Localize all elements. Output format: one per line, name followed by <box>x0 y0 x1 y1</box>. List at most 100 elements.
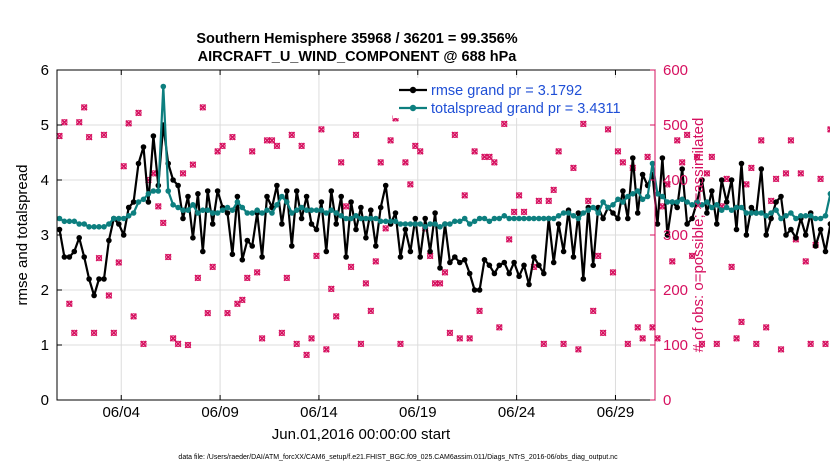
totalspread-point-94 <box>521 215 527 222</box>
obs-assimilated-marker <box>743 181 750 188</box>
obs-point-109 <box>594 252 602 260</box>
rmse-point-54 <box>323 248 330 255</box>
obs-assimilated-marker <box>441 269 449 276</box>
obs-assimilated-marker <box>377 159 385 166</box>
obs-point-140 <box>748 164 755 172</box>
obs-possible-marker <box>679 159 686 166</box>
obs-point-63 <box>367 307 375 315</box>
totalspread-point-84 <box>471 218 478 225</box>
totalspread-point-122 <box>659 193 666 200</box>
rmse-point-13 <box>120 232 127 238</box>
totalspread-point-29 <box>200 207 206 213</box>
obs-point-6 <box>85 133 93 141</box>
x-tick-label-5: 06/29 <box>597 404 635 421</box>
obs-point-66 <box>382 225 390 232</box>
obs-assimilated-marker <box>80 104 88 111</box>
obs-point-102 <box>560 340 567 348</box>
obs-assimilated-marker <box>253 269 261 276</box>
totalspread-point-20 <box>155 188 162 194</box>
obs-point-56 <box>332 313 340 320</box>
obs-possible-marker <box>219 142 226 149</box>
obs-point-41 <box>258 335 266 342</box>
rmse-point-116 <box>630 155 636 161</box>
totalspread-point-92 <box>511 215 517 222</box>
rmse-point-143 <box>763 232 769 238</box>
obs-assimilated-marker <box>327 285 335 293</box>
rmse-point-61 <box>358 204 364 211</box>
rmse-point-102 <box>560 248 567 255</box>
rmse-point-62 <box>363 235 369 241</box>
obs-point-24 <box>174 340 182 348</box>
totalspread-point-7 <box>91 224 97 230</box>
obs-point-59 <box>347 263 355 271</box>
chart-title-line2: AIRCRAFT_U_WIND_COMPONENT @ 688 hPa <box>198 49 518 65</box>
totalspread-point-131 <box>704 199 710 205</box>
obs-possible-marker <box>703 170 710 177</box>
obs-possible-marker <box>249 148 256 155</box>
totalspread-point-59 <box>348 215 354 222</box>
obs-possible-marker <box>441 269 449 276</box>
obs-possible-marker <box>580 120 587 128</box>
obs-possible-marker <box>71 329 78 336</box>
rmse-point-146 <box>778 193 784 200</box>
obs-possible-marker <box>214 148 221 155</box>
obs-point-154 <box>817 175 824 183</box>
obs-assimilated-marker <box>372 258 380 265</box>
obs-possible-marker <box>802 258 809 265</box>
obs-point-79 <box>446 329 454 337</box>
obs-assimilated-marker <box>308 335 315 342</box>
obs-point-117 <box>634 324 642 331</box>
obs-assimilated-marker <box>728 263 735 271</box>
obs-assimilated-marker <box>416 148 424 155</box>
obs-point-73 <box>416 148 424 155</box>
obs-point-113 <box>614 148 622 155</box>
rmse-point-149 <box>793 235 799 241</box>
obs-point-25 <box>179 170 187 177</box>
totalspread-point-154 <box>817 215 824 222</box>
totalspread-point-118 <box>639 196 646 203</box>
totalspread-point-32 <box>214 210 221 216</box>
obs-point-5 <box>80 104 88 111</box>
obs-point-67 <box>387 137 394 144</box>
rmse-point-36 <box>234 193 241 200</box>
totalspread-point-15 <box>130 210 137 216</box>
obs-assimilated-marker <box>535 197 543 205</box>
obs-possible-marker <box>436 280 444 287</box>
totalspread-point-8 <box>96 224 102 230</box>
totalspread-point-76 <box>432 221 438 227</box>
rmse-point-113 <box>615 215 621 222</box>
obs-possible-marker <box>76 119 83 126</box>
totalspread-point-105 <box>575 215 582 222</box>
line-layer <box>56 83 830 299</box>
obs-assimilated-marker <box>495 324 503 331</box>
totalspread-point-68 <box>392 218 399 225</box>
obs-point-22 <box>164 253 172 261</box>
obs-possible-marker <box>273 142 281 149</box>
obs-assimilated-marker <box>550 186 558 194</box>
obs-assimilated-marker <box>273 142 281 150</box>
totalspread-point-108 <box>590 204 596 211</box>
obs-possible-marker <box>313 252 320 259</box>
totalspread-point-119 <box>644 193 651 200</box>
rmse-point-148 <box>788 226 794 233</box>
totalspread-point-69 <box>397 221 404 227</box>
obs-possible-marker <box>125 120 132 127</box>
obs-assimilated-marker <box>258 335 266 342</box>
obs-assimilated-marker <box>748 164 755 172</box>
totalspread-point-107 <box>585 207 592 213</box>
rmse-point-118 <box>639 171 646 178</box>
obs-possible-marker <box>308 335 315 342</box>
obs-possible-marker <box>688 252 696 259</box>
obs-assimilated-marker <box>402 159 409 166</box>
totalspread-point-81 <box>457 218 463 225</box>
obs-assimilated-marker <box>61 118 68 126</box>
totalspread-point-4 <box>76 221 82 227</box>
obs-point-39 <box>248 148 256 155</box>
obs-assimilated-marker <box>382 225 390 232</box>
rmse-point-37 <box>239 257 246 263</box>
totalspread-point-140 <box>748 210 755 216</box>
obs-point-81 <box>456 335 464 342</box>
obs-assimilated-marker <box>560 340 567 348</box>
totalspread-point-123 <box>664 199 671 205</box>
obs-assimilated-marker <box>194 274 202 282</box>
